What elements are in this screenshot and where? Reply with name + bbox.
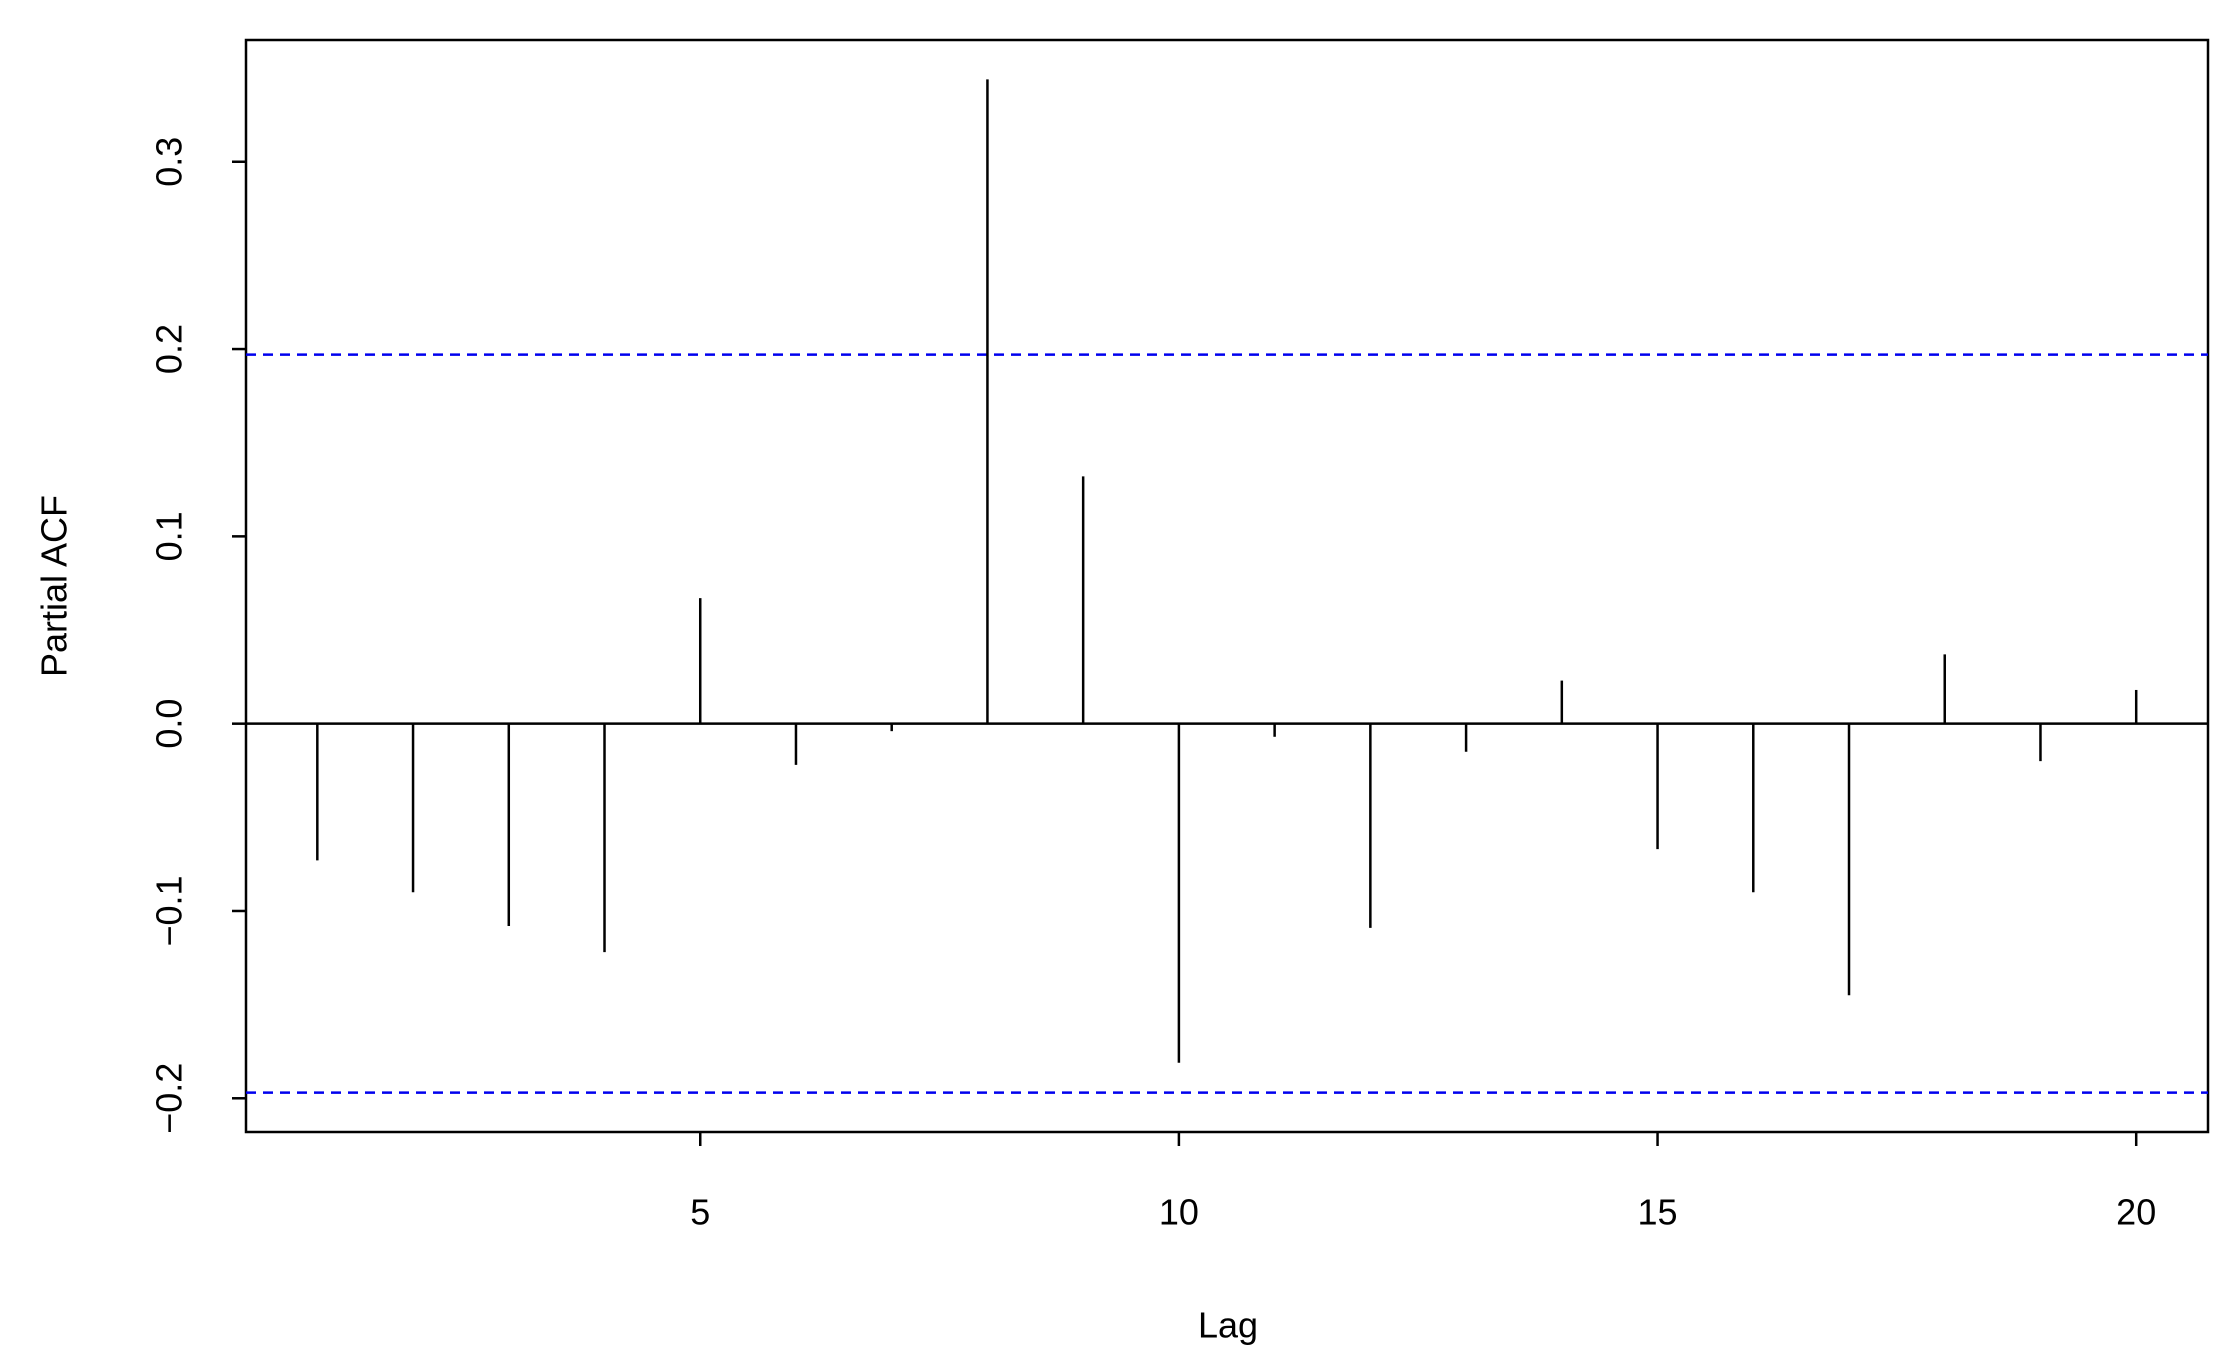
plot-frame bbox=[244, 38, 2210, 1134]
x-axis-label: Lag bbox=[1198, 1305, 1258, 1346]
y-tick-label: 0.0 bbox=[149, 699, 190, 749]
y-tick-label: −0.2 bbox=[149, 1063, 190, 1134]
x-tick-label: 15 bbox=[1638, 1192, 1678, 1233]
x-tick-label: 10 bbox=[1159, 1192, 1199, 1233]
y-tick-label: 0.2 bbox=[149, 324, 190, 374]
y-axis-label: Partial ACF bbox=[34, 495, 75, 677]
y-tick-label: 0.3 bbox=[149, 137, 190, 187]
y-tick-label: −0.1 bbox=[149, 875, 190, 946]
y-tick-label: 0.1 bbox=[149, 511, 190, 561]
x-tick-label: 20 bbox=[2116, 1192, 2156, 1233]
x-tick-label: 5 bbox=[690, 1192, 710, 1233]
